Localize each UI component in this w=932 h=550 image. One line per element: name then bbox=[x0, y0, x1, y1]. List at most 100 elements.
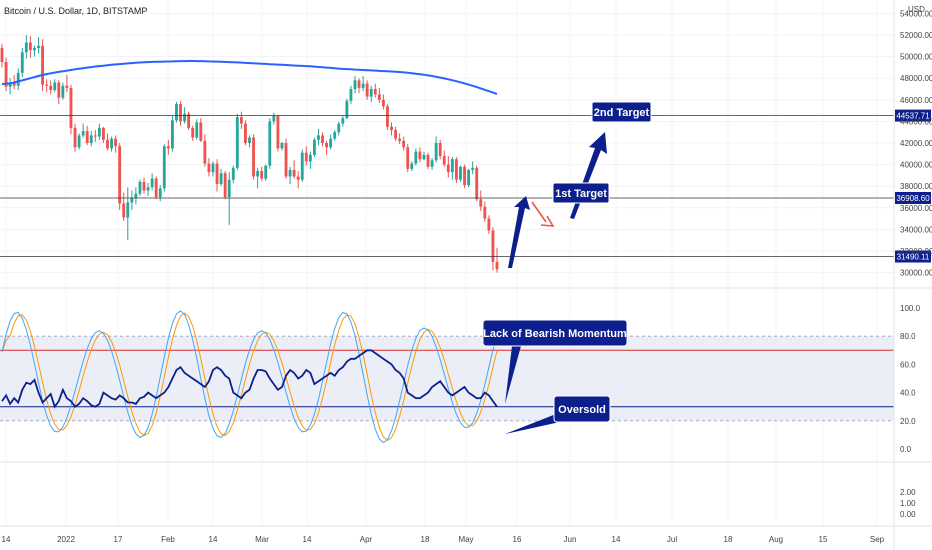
candle-body bbox=[118, 146, 122, 204]
candle-body bbox=[65, 85, 69, 88]
price-tick-label: 44000.00 bbox=[900, 117, 932, 126]
oscillator-tick-label: 60.0 bbox=[900, 360, 916, 369]
candle-body bbox=[260, 171, 264, 179]
candle-body bbox=[170, 120, 174, 149]
candle-body bbox=[110, 138, 113, 149]
candle-body bbox=[126, 202, 130, 218]
candle-body bbox=[288, 170, 292, 177]
oscillator-tick-label: 0.0 bbox=[900, 445, 912, 454]
candle-body bbox=[353, 80, 357, 89]
horizontal-levels: 44537.71 36908.60 31490.11 bbox=[0, 109, 931, 263]
candle-body bbox=[345, 100, 349, 119]
candle-body bbox=[426, 154, 430, 167]
candle-body bbox=[459, 166, 462, 180]
candle-body bbox=[37, 45, 40, 48]
candle-body bbox=[53, 82, 57, 91]
time-tick-label: 16 bbox=[513, 535, 522, 544]
time-tick-label: 14 bbox=[303, 535, 312, 544]
lower-tick-label: 0.00 bbox=[900, 510, 916, 519]
candle-body bbox=[248, 137, 251, 143]
candle-body bbox=[487, 218, 491, 231]
candle-body bbox=[122, 203, 126, 218]
oscillator-band-fill bbox=[0, 336, 894, 421]
candle-body bbox=[16, 72, 20, 86]
candle-body bbox=[406, 147, 410, 169]
candle-body bbox=[183, 113, 187, 122]
candle-body bbox=[308, 154, 312, 162]
rsi-line bbox=[1, 349, 498, 409]
arrow-up-icon bbox=[508, 196, 530, 268]
candle-body bbox=[33, 47, 36, 51]
candle-body bbox=[45, 84, 49, 86]
price-tick-label: 30000.00 bbox=[900, 269, 932, 278]
candle-body bbox=[89, 135, 93, 143]
time-tick-label: 15 bbox=[819, 535, 828, 544]
moving-average-line bbox=[1, 60, 498, 95]
candle-body bbox=[154, 178, 158, 197]
candle-body bbox=[365, 83, 369, 97]
lower-tick-label: 1.00 bbox=[900, 499, 916, 508]
price-tick-label: 34000.00 bbox=[900, 225, 932, 234]
time-tick-label: Apr bbox=[360, 535, 373, 544]
callout-first-target[interactable]: 1st Target bbox=[552, 182, 610, 204]
candle-body bbox=[312, 139, 316, 155]
candle-body bbox=[361, 83, 365, 88]
candle-body bbox=[394, 130, 397, 139]
candle-body bbox=[264, 165, 268, 179]
price-tick-label: 38000.00 bbox=[900, 182, 932, 191]
arrow-down-icon bbox=[531, 201, 547, 223]
candle-body bbox=[8, 82, 12, 87]
time-tick-label: Feb bbox=[161, 535, 175, 544]
candle-body bbox=[102, 127, 105, 140]
candle-body bbox=[166, 146, 170, 149]
candle-body bbox=[12, 82, 16, 86]
time-tick-label: Sep bbox=[870, 535, 885, 544]
candle-body bbox=[49, 85, 53, 91]
lower-tick-label: 2.00 bbox=[900, 488, 916, 497]
candle-body bbox=[467, 170, 471, 186]
candle-body bbox=[4, 62, 8, 87]
candle-body bbox=[138, 181, 142, 194]
candle-body bbox=[438, 143, 442, 156]
candle-body bbox=[317, 135, 320, 140]
time-tick-label: Jul bbox=[667, 535, 677, 544]
candle-body bbox=[77, 135, 81, 148]
price-tick-label: 32000.00 bbox=[900, 247, 932, 256]
candle-body bbox=[130, 198, 134, 203]
price-level-tag-label: 36908.60 bbox=[896, 194, 930, 203]
candle-body bbox=[223, 173, 227, 197]
price-axis[interactable]: 30000.00 32000.00 34000.00 36000.00 38000.00… bbox=[900, 9, 932, 519]
price-tick-label: 50000.00 bbox=[900, 53, 932, 62]
stoch-k-line bbox=[1, 310, 498, 444]
candle-body bbox=[471, 167, 475, 170]
callout-second-target[interactable]: 2nd Target bbox=[591, 101, 652, 123]
callout-lack-momentum[interactable]: Lack of Bearish Momentum bbox=[482, 319, 628, 404]
callout-lack-momentum-label: Lack of Bearish Momentum bbox=[483, 328, 627, 340]
candle-body bbox=[20, 52, 24, 73]
time-tick-label: 14 bbox=[209, 535, 218, 544]
candle-body bbox=[357, 80, 361, 88]
oscillator-tick-label: 100.0 bbox=[900, 304, 921, 313]
time-axis[interactable]: 14 2022 17 Feb 14 Mar 14 Apr 18 May 16 Jun 14 Jul 18 Au… bbox=[2, 535, 885, 544]
candle-body bbox=[418, 151, 422, 160]
candle-body bbox=[69, 87, 73, 128]
candle-body bbox=[434, 143, 438, 161]
callout-oversold[interactable]: Oversold bbox=[505, 395, 611, 434]
candle-body bbox=[195, 122, 199, 138]
candle-body bbox=[373, 89, 377, 95]
candle-body bbox=[442, 155, 446, 165]
oscillator-band bbox=[0, 335, 894, 422]
candle-body bbox=[85, 131, 89, 143]
price-level-tag-label: 31490.11 bbox=[897, 253, 930, 262]
price-level-tag bbox=[895, 109, 931, 122]
oscillator-series bbox=[0, 310, 894, 444]
candle-body bbox=[300, 152, 304, 180]
candle-body bbox=[28, 42, 32, 51]
candle-body bbox=[479, 199, 483, 207]
candle-body bbox=[337, 123, 341, 133]
candle-body bbox=[97, 127, 101, 137]
candle-body bbox=[256, 171, 260, 177]
candle-body bbox=[304, 152, 308, 162]
candle-body bbox=[402, 140, 406, 148]
